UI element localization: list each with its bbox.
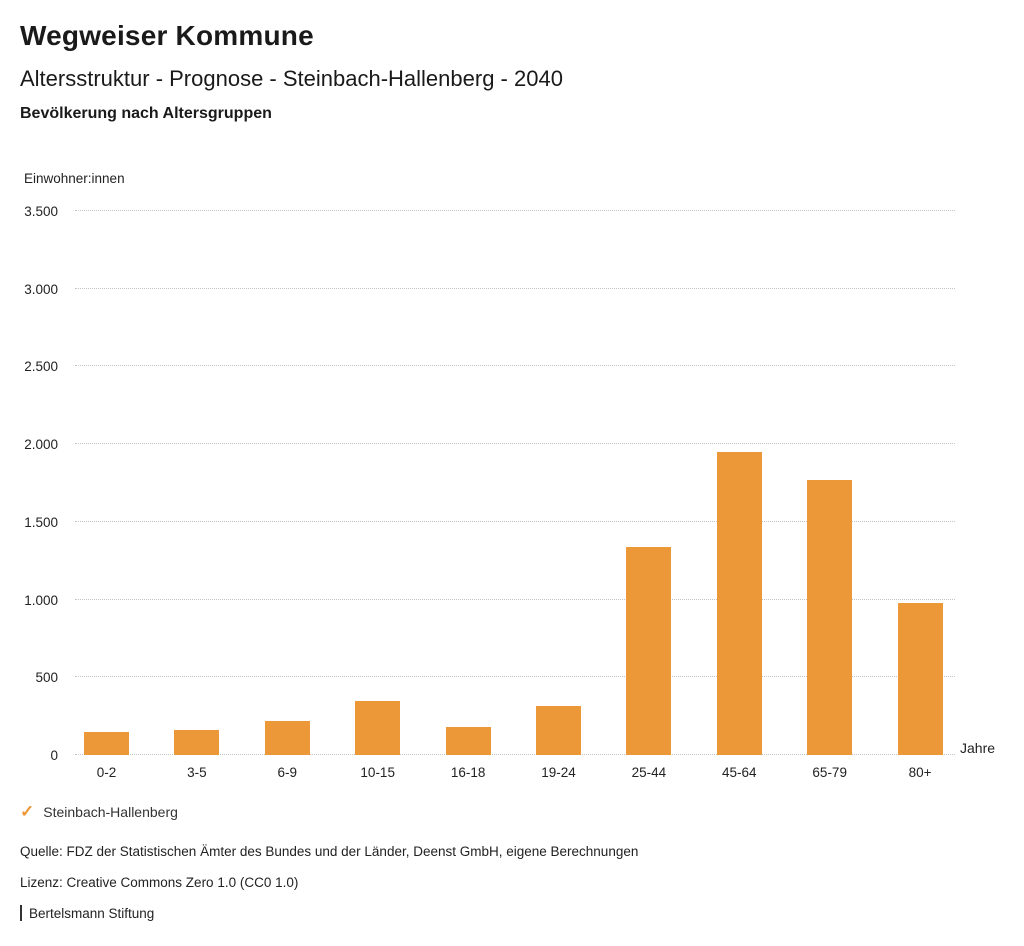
x-tick-label-80+: 80+ [908,765,932,780]
gridline-500 [75,676,955,678]
y-tick-label-500: 500 [35,670,58,686]
x-tick-label-19-24: 19-24 [541,765,576,780]
bar-19-24[interactable] [536,706,581,755]
attribution-text: Bertelsmann Stiftung [29,906,155,921]
x-tick-label-25-44: 25-44 [631,765,667,780]
y-tick-label-2.500: 2.500 [24,359,58,375]
x-axis-unit-label: Jahre [960,740,996,756]
y-tick-label-0: 0 [50,748,58,763]
y-tick-label-1.500: 1.500 [24,514,58,530]
bar-16-18[interactable] [445,727,491,755]
bar-65-79[interactable] [807,479,853,755]
y-tick-label-3.500: 3.500 [24,204,58,219]
bar-3-5[interactable] [174,730,220,755]
gridline-3.500 [75,210,955,211]
gridline-0 [75,754,955,755]
plot-area: Jahre 0-2 3-5 6-9 10-15 16-18 19-24 25-44 45-64… [75,210,995,780]
x-tick-label-3-5: 3-5 [187,765,207,780]
attribution-divider [20,905,22,921]
gridline-2.500 [75,365,955,367]
y-axis-labels: 0 500 1.000 1.500 2.000 2.500 3.000 3.500 [0,204,58,763]
x-tick-label-65-79: 65-79 [812,765,847,780]
bar-6-9[interactable] [264,720,310,755]
y-tick-label-1.000: 1.000 [24,592,58,608]
bar-10-15[interactable] [355,700,401,755]
x-tick-label-16-18: 16-18 [450,765,486,780]
chart-subtitle: Bevölkerung nach Altersgruppen [20,105,272,122]
gridline-1.500 [75,520,955,522]
x-tick-label-6-9: 6-9 [277,765,298,780]
footer-license: Lizenz: Creative Commons Zero 1.0 (CC0 1… [20,875,299,890]
x-tick-label-0-2: 0-2 [96,765,117,780]
y-tick-label-3.000: 3.000 [24,281,58,297]
bar-25-44[interactable] [626,546,672,755]
page-title: Altersstruktur - Prognose - Steinbach-Ha… [20,66,563,91]
gridline-3.000 [75,287,955,289]
bar-45-64[interactable] [716,451,762,755]
y-tick-label-2.000: 2.000 [24,437,58,453]
y-axis-title: Einwohner:innen [24,171,125,186]
footer-attribution: Bertelsmann Stiftung [20,905,154,921]
x-tick-label-10-15: 10-15 [360,765,395,780]
brand-title: Wegweiser Kommune [20,20,314,51]
bar-80+[interactable] [897,603,943,755]
footer-source: Quelle: FDZ der Statistischen Ämter des … [20,844,639,859]
legend-check-icon: ✓ [20,802,35,821]
legend-label: Steinbach-Hallenberg [43,803,178,820]
gridline-2.000 [75,443,955,445]
legend-item-steinbach-hallenberg[interactable]: ✓ Steinbach-Hallenberg [20,803,178,820]
gridline-1.000 [75,598,955,600]
bar-0-2[interactable] [84,731,129,755]
x-tick-label-45-64: 45-64 [722,765,757,780]
